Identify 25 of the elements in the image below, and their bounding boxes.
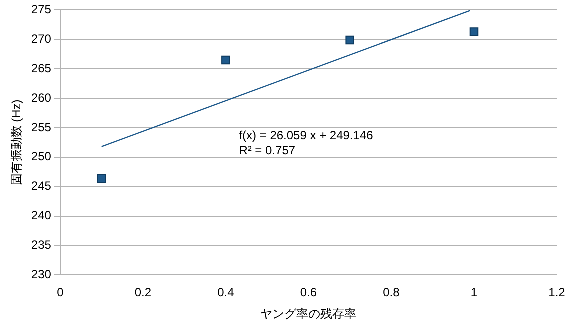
point (470, 28, 479, 36)
point (97, 174, 106, 184)
annotation: f(x) = 26.059 x + 249.146 (239, 128, 374, 142)
x-tick-label: 0.4 (218, 286, 235, 300)
x-tick-label: 1.2 (548, 286, 566, 300)
annotation: R² = 0.757 (239, 143, 296, 158)
x-axis-title: ヤング率の残存率 (260, 307, 357, 322)
x-tick-label: 0.8 (383, 286, 400, 300)
x-tick-label: 0.6 (300, 286, 318, 300)
y-tick-label: 245 (31, 179, 52, 194)
y-tick-label: 235 (31, 238, 52, 252)
y-tick-label: 265 (31, 61, 52, 76)
x-tick-label: 1 (470, 286, 478, 300)
y-axis-title: 固有振動数 (Hz) (10, 100, 24, 186)
point (222, 56, 230, 65)
x-tick-label: 0.2 (134, 286, 152, 300)
y-tick-label: 275 (31, 2, 52, 17)
x-tick-label: 0 (57, 286, 64, 300)
point (346, 36, 354, 45)
y-tick-label: 260 (31, 90, 52, 105)
y-tick-label: 250 (31, 150, 52, 164)
y-tick-label: 230 (31, 268, 52, 282)
y-tick-label: 240 (31, 208, 52, 223)
y-tick-label: 270 (31, 32, 52, 46)
y-tick-label: 255 (31, 120, 52, 134)
